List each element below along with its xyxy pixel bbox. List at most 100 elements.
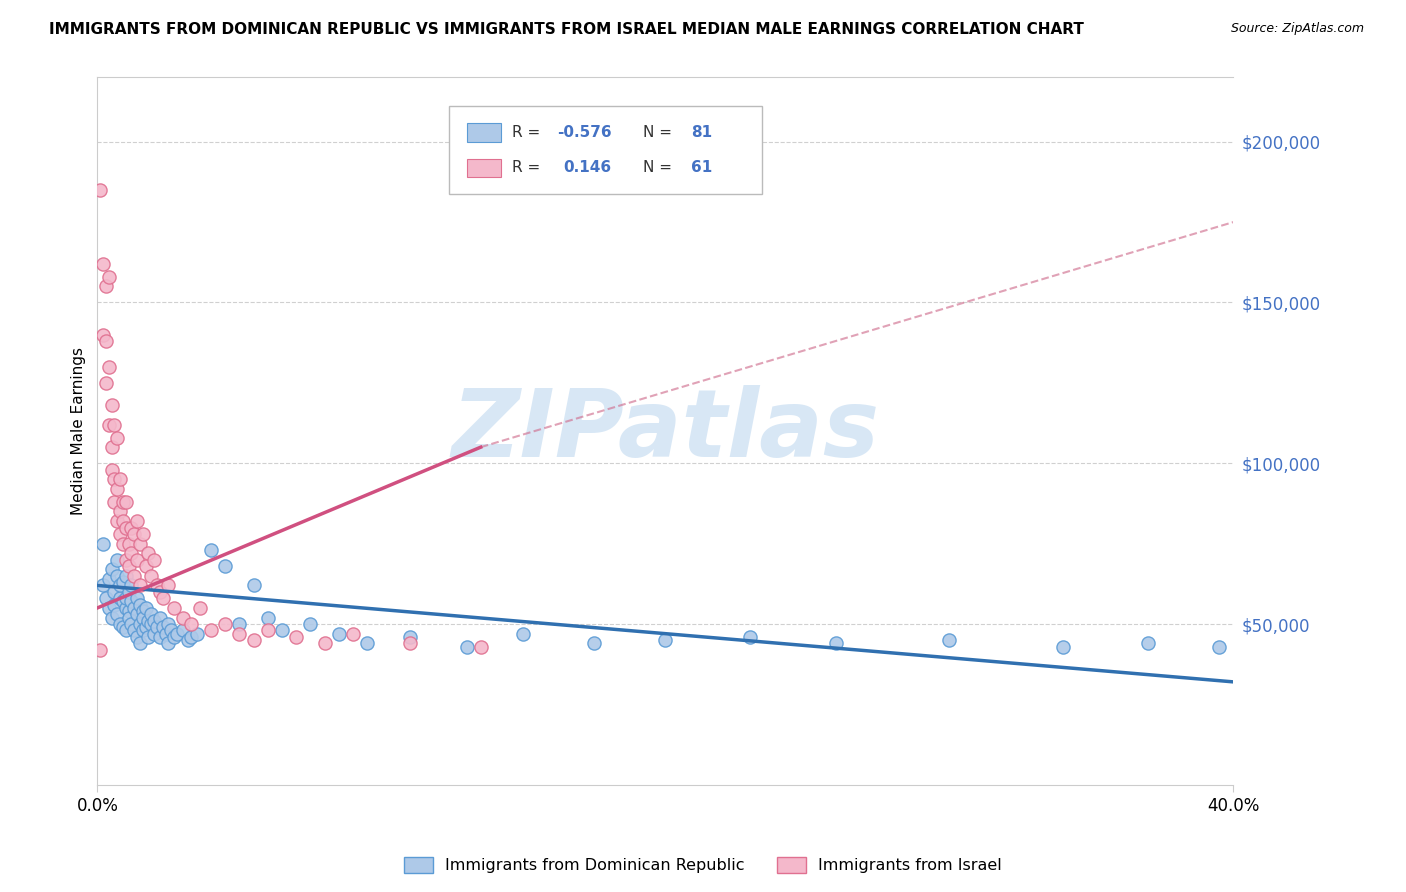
Point [114, 568, 136, 582]
Point [114, 591, 136, 606]
Point [163, 601, 186, 615]
Point [132, 610, 155, 624]
Point [512, 626, 534, 640]
Point [105, 568, 128, 582]
Point [100, 463, 122, 477]
Point [470, 640, 492, 654]
Point [342, 626, 364, 640]
Point [314, 636, 336, 650]
Point [127, 591, 149, 606]
Point [105, 552, 128, 566]
Point [214, 559, 236, 574]
Point [149, 630, 172, 644]
FancyBboxPatch shape [450, 106, 762, 194]
Text: ZIPatlas: ZIPatlas [451, 385, 879, 477]
FancyBboxPatch shape [467, 159, 501, 178]
Point [111, 514, 134, 528]
Point [122, 568, 145, 582]
Point [146, 620, 169, 634]
Point [108, 578, 131, 592]
Point [117, 536, 139, 550]
Point [122, 527, 145, 541]
Point [141, 568, 163, 582]
Point [103, 417, 125, 432]
Point [938, 633, 960, 648]
Point [100, 398, 122, 412]
Text: 0.146: 0.146 [562, 161, 612, 176]
Point [97, 417, 120, 432]
Point [172, 624, 194, 638]
Point [120, 546, 142, 560]
Point [157, 636, 180, 650]
Point [135, 559, 157, 574]
Point [105, 607, 128, 622]
Point [111, 594, 134, 608]
Point [117, 559, 139, 574]
Point [97, 359, 120, 374]
Point [117, 610, 139, 624]
Point [108, 527, 131, 541]
Point [111, 575, 134, 590]
Point [129, 617, 152, 632]
Point [117, 585, 139, 599]
Point [108, 472, 131, 486]
Point [143, 552, 166, 566]
Point [127, 607, 149, 622]
Point [91, 578, 114, 592]
Point [103, 598, 125, 612]
Point [143, 614, 166, 628]
Text: -0.576: -0.576 [557, 125, 612, 140]
Point [135, 601, 157, 615]
Point [129, 578, 152, 592]
Point [328, 626, 350, 640]
Point [152, 591, 174, 606]
Point [132, 527, 155, 541]
Point [127, 514, 149, 528]
Point [157, 578, 180, 592]
Point [94, 334, 117, 348]
Point [94, 376, 117, 390]
Text: R =: R = [512, 161, 550, 176]
Point [256, 624, 278, 638]
Point [97, 269, 120, 284]
Point [129, 598, 152, 612]
Point [143, 626, 166, 640]
Point [155, 626, 177, 640]
Point [141, 607, 163, 622]
Point [111, 620, 134, 634]
Point [114, 624, 136, 638]
Text: N =: N = [643, 161, 676, 176]
Point [160, 624, 183, 638]
Point [94, 279, 117, 293]
Point [163, 630, 186, 644]
Point [100, 610, 122, 624]
Point [103, 495, 125, 509]
Point [91, 257, 114, 271]
Point [108, 591, 131, 606]
Point [120, 594, 142, 608]
Point [654, 633, 676, 648]
Point [135, 620, 157, 634]
Point [105, 482, 128, 496]
Point [114, 495, 136, 509]
Point [120, 617, 142, 632]
Point [186, 626, 208, 640]
Legend: Immigrants from Dominican Republic, Immigrants from Israel: Immigrants from Dominican Republic, Immi… [398, 850, 1008, 880]
Point [117, 604, 139, 618]
Point [129, 536, 152, 550]
Point [138, 630, 160, 644]
Point [97, 572, 120, 586]
Text: Source: ZipAtlas.com: Source: ZipAtlas.com [1230, 22, 1364, 36]
Point [1208, 640, 1230, 654]
Point [89, 642, 111, 657]
FancyBboxPatch shape [467, 123, 501, 142]
Text: IMMIGRANTS FROM DOMINICAN REPUBLIC VS IMMIGRANTS FROM ISRAEL MEDIAN MALE EARNING: IMMIGRANTS FROM DOMINICAN REPUBLIC VS IM… [49, 22, 1084, 37]
Point [105, 514, 128, 528]
Point [172, 610, 194, 624]
Point [285, 630, 308, 644]
Point [108, 617, 131, 632]
Point [114, 601, 136, 615]
Point [138, 614, 160, 628]
Point [398, 630, 420, 644]
Text: 81: 81 [692, 125, 713, 140]
